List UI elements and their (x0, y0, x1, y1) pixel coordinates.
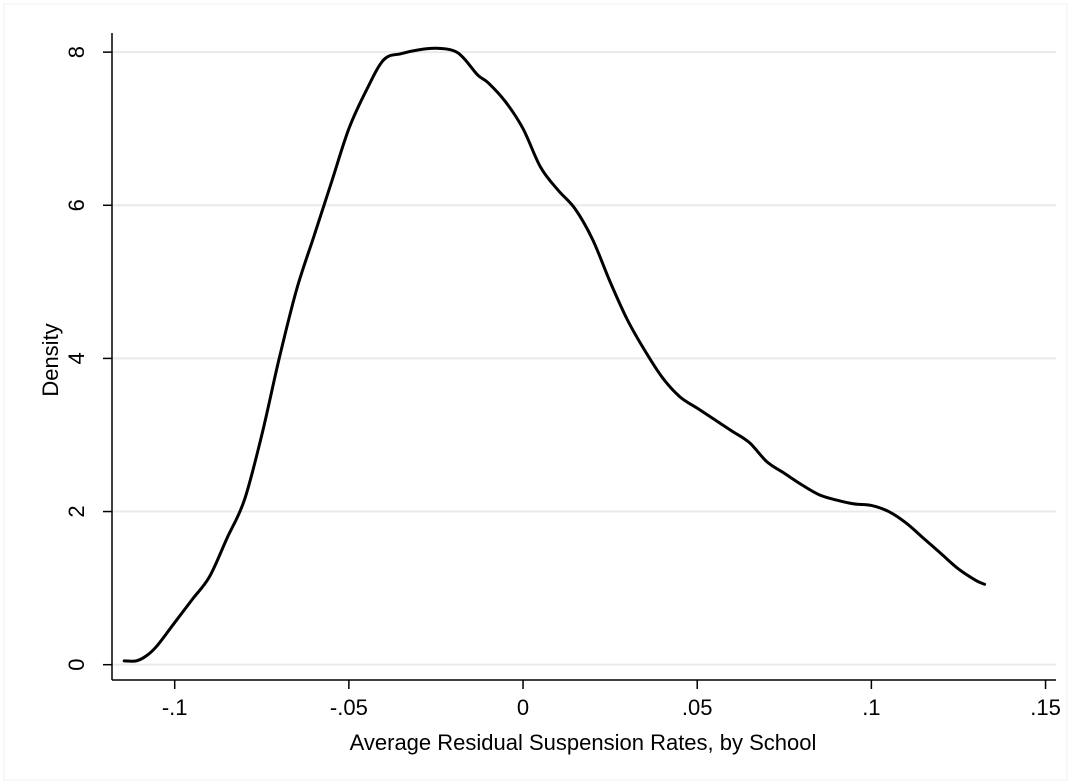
y-tick-label: 8 (64, 46, 89, 58)
y-tick-label: 0 (64, 659, 89, 671)
x-ticks: -.1 -.05 0 .05 .1 .15 (162, 680, 1061, 720)
x-tick-label: .15 (1030, 695, 1061, 720)
x-tick-label: 0 (517, 695, 529, 720)
density-line (122, 46, 987, 663)
x-axis-title: Average Residual Suspension Rates, by Sc… (350, 730, 817, 755)
gridlines (112, 51, 1056, 666)
y-tick-label: 6 (64, 199, 89, 211)
axes (111, 33, 1056, 681)
x-tick-label: .05 (682, 695, 713, 720)
y-tick-label: 4 (64, 352, 89, 364)
x-tick-label: .1 (862, 695, 880, 720)
x-tick-label: -.05 (330, 695, 368, 720)
series-group (122, 46, 987, 663)
y-tick-label: 2 (64, 505, 89, 517)
y-axis-title: Density (38, 323, 63, 396)
chart-outer-border (3, 3, 1068, 781)
x-tick-label: -.1 (162, 695, 188, 720)
y-ticks: 0 2 4 6 8 (64, 46, 112, 671)
